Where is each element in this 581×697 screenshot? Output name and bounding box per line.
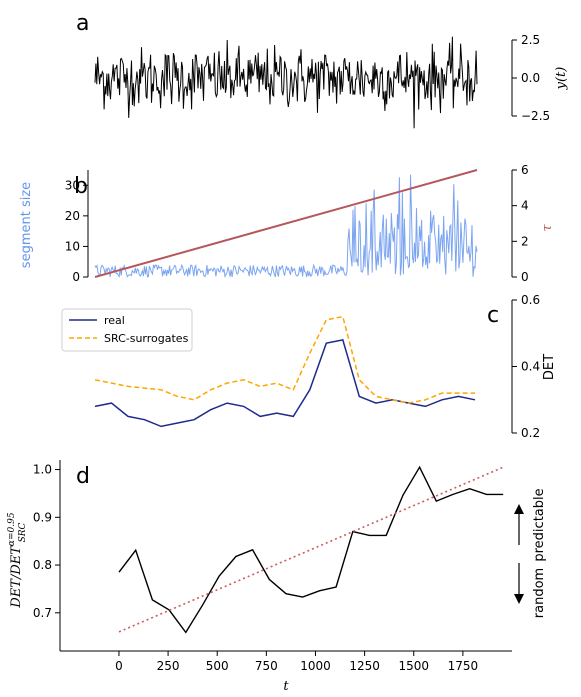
d-y-ticks: 0.7 0.8 0.9 1.0 bbox=[33, 463, 60, 620]
b-right-ticks: 0 2 4 6 bbox=[512, 163, 529, 284]
tau-line bbox=[94, 169, 478, 278]
panel-letter-d: d bbox=[76, 464, 90, 489]
legend-real: real bbox=[104, 314, 125, 327]
det-ratio-series bbox=[118, 465, 504, 634]
panel-letter-a: a bbox=[76, 11, 89, 36]
d-y-tick-label: 1.0 bbox=[33, 463, 52, 477]
panel-a: a 2.5 0.0 −2.5 y(t) bbox=[76, 11, 569, 129]
det-ratio-line bbox=[118, 465, 504, 634]
b-left-tick-label: 10 bbox=[65, 239, 80, 253]
predictability-arrows: predictable random bbox=[514, 488, 547, 618]
legend: real SRC-surrogates bbox=[61, 308, 193, 352]
b-right-tick-label: 4 bbox=[521, 199, 529, 213]
d-x-tick-label: 1500 bbox=[398, 659, 429, 673]
d-x-tick-label: 0 bbox=[115, 659, 123, 673]
b-left-ticks: 0 10 20 30 bbox=[65, 178, 88, 284]
label-predictable: predictable bbox=[532, 488, 547, 561]
label-random: random bbox=[532, 568, 547, 618]
segment-size-series bbox=[94, 174, 478, 279]
d-x-tick-label: 1000 bbox=[300, 659, 331, 673]
d-ylabel-main: DET/DETα=0.95SRC bbox=[7, 512, 28, 608]
c-y-ticks: 0.2 0.4 0.6 bbox=[512, 293, 540, 440]
d-ylabel: DET/DETα=0.95SRC bbox=[7, 512, 28, 608]
d-y-tick-label: 0.9 bbox=[33, 510, 52, 524]
d-y-tick-label: 0.8 bbox=[33, 558, 52, 572]
noise-line bbox=[94, 36, 478, 129]
d-x-tick-label: 750 bbox=[255, 659, 278, 673]
d-x-tick-label: 250 bbox=[157, 659, 180, 673]
d-x-tick-label: 1750 bbox=[448, 659, 479, 673]
b-ylabel-left: segment size bbox=[19, 182, 34, 268]
c-ylabel: DET bbox=[542, 354, 557, 380]
a-ylabel: y(t) bbox=[554, 67, 569, 91]
b-right-tick-label: 6 bbox=[521, 163, 529, 177]
tau-line-segment bbox=[94, 169, 478, 278]
panel-c: c 0.2 0.4 0.6 DET real SRC-surrogates bbox=[61, 293, 557, 440]
real-line bbox=[94, 339, 476, 428]
panel-b: b 0 10 20 30 0 2 4 6 segment size τ bbox=[19, 163, 555, 284]
b-ylabel-right: τ bbox=[540, 224, 555, 232]
a-tick-label: 2.5 bbox=[521, 33, 540, 47]
a-tick-label: −2.5 bbox=[521, 109, 550, 123]
panel-letter-b: b bbox=[74, 174, 88, 199]
d-xlabel: t bbox=[283, 679, 289, 694]
c-tick-label: 0.2 bbox=[521, 426, 540, 440]
b-left-tick-label: 30 bbox=[65, 178, 80, 192]
noise-series-a bbox=[94, 36, 478, 129]
d-x-tick-label: 1250 bbox=[349, 659, 380, 673]
b-right-tick-label: 2 bbox=[521, 234, 529, 248]
a-tick-label: 0.0 bbox=[521, 71, 540, 85]
trend-line bbox=[118, 466, 504, 633]
panel-letter-c: c bbox=[487, 303, 499, 328]
c-tick-label: 0.6 bbox=[521, 293, 540, 307]
b-right-tick-label: 0 bbox=[521, 270, 529, 284]
panel-d: d 0.7 0.8 0.9 1.0 0 250 500 750 1000 1250 1500 175… bbox=[7, 460, 547, 694]
surrogate-line bbox=[94, 315, 475, 404]
a-y-ticks: 2.5 0.0 −2.5 bbox=[512, 33, 550, 123]
d-x-ticks: 0 250 500 750 1000 1250 1500 1750 bbox=[115, 651, 478, 673]
b-left-tick-label: 20 bbox=[65, 209, 80, 223]
segment-size-line bbox=[94, 174, 478, 279]
b-left-tick-label: 0 bbox=[72, 270, 80, 284]
d-y-tick-label: 0.7 bbox=[33, 606, 52, 620]
det-series bbox=[94, 315, 476, 428]
legend-surrogates: SRC-surrogates bbox=[104, 332, 189, 345]
c-tick-label: 0.4 bbox=[521, 360, 540, 374]
d-x-tick-label: 500 bbox=[206, 659, 229, 673]
